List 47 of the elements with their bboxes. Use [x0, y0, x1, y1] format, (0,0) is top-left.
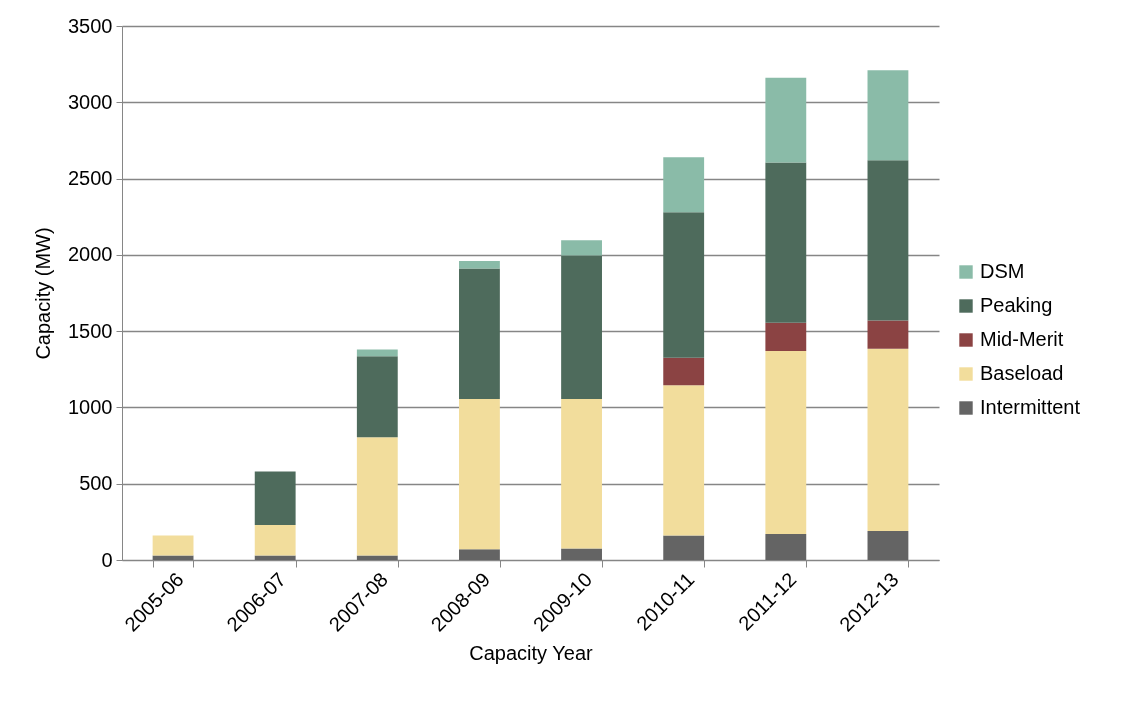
bar	[356, 349, 398, 357]
bar	[867, 531, 909, 560]
bar	[459, 260, 500, 269]
bar	[356, 437, 398, 556]
bar	[254, 555, 296, 560]
bar	[561, 399, 602, 549]
bar	[765, 350, 807, 535]
legend-label: Baseload	[980, 362, 1064, 384]
bar	[459, 399, 500, 550]
y-axis-title: Capacity (MW)	[32, 227, 55, 360]
bar	[561, 548, 602, 560]
y-tick-label: 1000	[68, 395, 113, 418]
legend-label: Intermittent	[980, 396, 1081, 418]
bar	[356, 555, 398, 560]
y-tick-label: 2000	[68, 243, 113, 266]
legend-label: Mid-Merit	[980, 328, 1064, 350]
bar	[663, 157, 705, 213]
bar	[663, 357, 705, 386]
bar	[663, 385, 705, 536]
bar	[254, 471, 296, 525]
bar	[765, 77, 807, 163]
bar	[561, 255, 602, 400]
bar	[867, 348, 909, 532]
bar	[867, 320, 909, 349]
y-tick-label: 1500	[68, 319, 113, 342]
bar	[765, 322, 807, 351]
y-tick-label: 3000	[68, 90, 113, 113]
bar	[867, 70, 909, 161]
legend-label: Peaking	[980, 294, 1053, 316]
bar	[152, 555, 194, 560]
bar	[867, 160, 909, 321]
bar	[459, 268, 500, 400]
bar	[663, 212, 705, 358]
bar	[561, 240, 602, 256]
bar	[663, 535, 705, 560]
y-tick-label: 2500	[68, 167, 113, 190]
legend-label: DSM	[980, 260, 1025, 282]
bar	[356, 356, 398, 438]
bar	[459, 549, 500, 560]
y-tick-label: 500	[79, 472, 113, 495]
bar	[254, 524, 296, 556]
bar	[765, 162, 807, 323]
y-tick-label: 0	[101, 548, 113, 571]
bar	[152, 535, 194, 556]
y-tick-label: 3500	[68, 14, 113, 37]
x-axis-title: Capacity Year	[469, 641, 594, 664]
bar	[765, 534, 807, 560]
